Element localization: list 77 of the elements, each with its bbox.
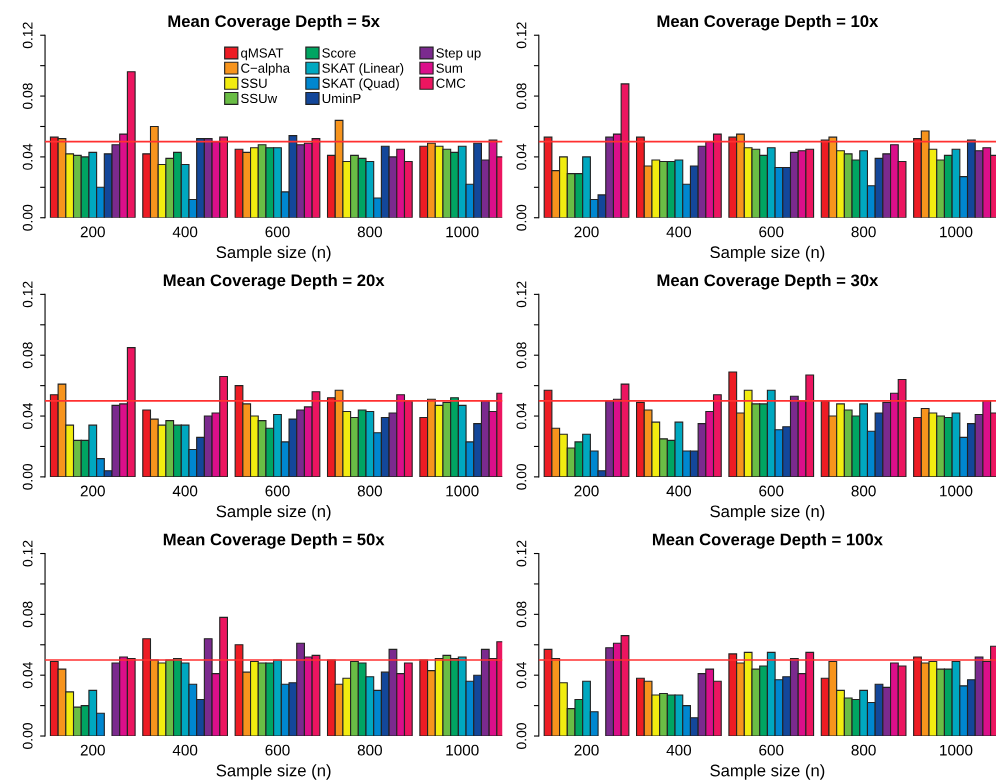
x-tick-label: 1000 bbox=[446, 485, 479, 497]
x-tick-label: 1000 bbox=[446, 744, 479, 756]
legend-label: Step up bbox=[436, 48, 481, 61]
x-tick-label: 800 bbox=[357, 226, 382, 238]
chart-title: Mean Coverage Depth = 30x bbox=[657, 273, 879, 290]
y-tick-label: 0.00 bbox=[516, 204, 527, 231]
y-tick-label: 0.00 bbox=[516, 463, 527, 490]
y-tick-label: 0.08 bbox=[516, 83, 527, 110]
x-tick-label: 200 bbox=[574, 744, 599, 756]
y-tick-label: 0.08 bbox=[22, 83, 33, 110]
x-axis-title: Sample size (n) bbox=[216, 245, 331, 262]
x-tick-label: 800 bbox=[851, 226, 876, 238]
x-tick-label: 1000 bbox=[446, 226, 479, 238]
legend-label: qMSAT bbox=[241, 48, 284, 61]
y-tick-label: 0.12 bbox=[516, 22, 527, 49]
x-tick-label: 600 bbox=[759, 226, 784, 238]
y-tick-label: 0.00 bbox=[516, 723, 527, 749]
legend-label: SKAT (Linear) bbox=[322, 63, 404, 76]
y-tick-label: 0.04 bbox=[516, 402, 527, 430]
y-tick-label: 0.08 bbox=[22, 601, 33, 628]
y-tick-label: 0.12 bbox=[516, 540, 527, 567]
y-tick-label: 0.00 bbox=[22, 463, 33, 490]
x-axis-title: Sample size (n) bbox=[710, 764, 825, 780]
y-tick-label: 0.08 bbox=[516, 601, 527, 628]
x-tick-label: 600 bbox=[265, 485, 290, 497]
chart-title: Mean Coverage Depth = 100x bbox=[652, 533, 883, 549]
legend-label: SKAT (Quad) bbox=[322, 78, 399, 91]
y-tick-label: 0.12 bbox=[22, 281, 33, 308]
x-tick-label: 800 bbox=[851, 485, 876, 497]
x-tick-label: 600 bbox=[265, 226, 290, 238]
x-tick-label: 400 bbox=[666, 744, 692, 756]
legend-label: SSU bbox=[241, 78, 267, 88]
x-tick-label: 400 bbox=[172, 485, 198, 497]
chart-title: Mean Coverage Depth = 10x bbox=[657, 14, 879, 31]
y-tick-label: 0.12 bbox=[22, 540, 33, 567]
legend-label: C−alpha bbox=[241, 63, 291, 76]
y-tick-label: 0.04 bbox=[516, 662, 527, 689]
x-tick-label: 800 bbox=[851, 744, 876, 756]
x-tick-label: 200 bbox=[80, 485, 105, 497]
x-tick-label: 1000 bbox=[940, 485, 973, 497]
y-tick-label: 0.12 bbox=[516, 281, 527, 308]
x-tick-label: 600 bbox=[759, 744, 784, 756]
y-tick-label: 0.04 bbox=[22, 143, 33, 170]
y-tick-label: 0.04 bbox=[22, 402, 33, 430]
x-axis-title: Sample size (n) bbox=[216, 764, 331, 780]
x-tick-label: 800 bbox=[357, 485, 382, 497]
chart-title: Mean Coverage Depth = 20x bbox=[163, 273, 385, 290]
chart-title: Mean Coverage Depth = 5x bbox=[168, 14, 380, 31]
x-tick-label: 200 bbox=[574, 485, 599, 497]
x-tick-label: 1000 bbox=[940, 744, 973, 756]
legend-label: Score bbox=[322, 48, 356, 58]
x-tick-label: 200 bbox=[80, 744, 105, 756]
y-tick-label: 0.00 bbox=[22, 723, 33, 749]
x-tick-label: 1000 bbox=[940, 226, 973, 238]
x-tick-label: 200 bbox=[574, 226, 599, 238]
x-tick-label: 600 bbox=[265, 744, 290, 756]
legend-label: UminP bbox=[322, 93, 361, 104]
x-tick-label: 400 bbox=[172, 744, 198, 756]
legend-label: Sum bbox=[436, 63, 462, 73]
x-tick-label: 400 bbox=[172, 226, 198, 238]
x-axis-title: Sample size (n) bbox=[710, 245, 825, 262]
x-tick-label: 200 bbox=[80, 226, 105, 238]
legend-label: CMC bbox=[436, 78, 466, 88]
y-tick-label: 0.12 bbox=[22, 22, 33, 49]
chart-title: Mean Coverage Depth = 50x bbox=[163, 533, 385, 549]
x-tick-label: 800 bbox=[357, 744, 382, 756]
legend-label: SSUw bbox=[241, 93, 278, 104]
x-tick-label: 600 bbox=[759, 485, 784, 497]
x-tick-label: 400 bbox=[666, 226, 692, 238]
x-tick-label: 400 bbox=[666, 485, 692, 497]
y-tick-label: 0.08 bbox=[516, 342, 527, 369]
y-tick-label: 0.04 bbox=[516, 143, 527, 170]
x-axis-title: Sample size (n) bbox=[216, 505, 331, 521]
y-tick-label: 0.08 bbox=[22, 342, 33, 369]
y-tick-label: 0.00 bbox=[22, 204, 33, 231]
y-tick-label: 0.04 bbox=[22, 662, 33, 689]
x-axis-title: Sample size (n) bbox=[710, 505, 825, 521]
